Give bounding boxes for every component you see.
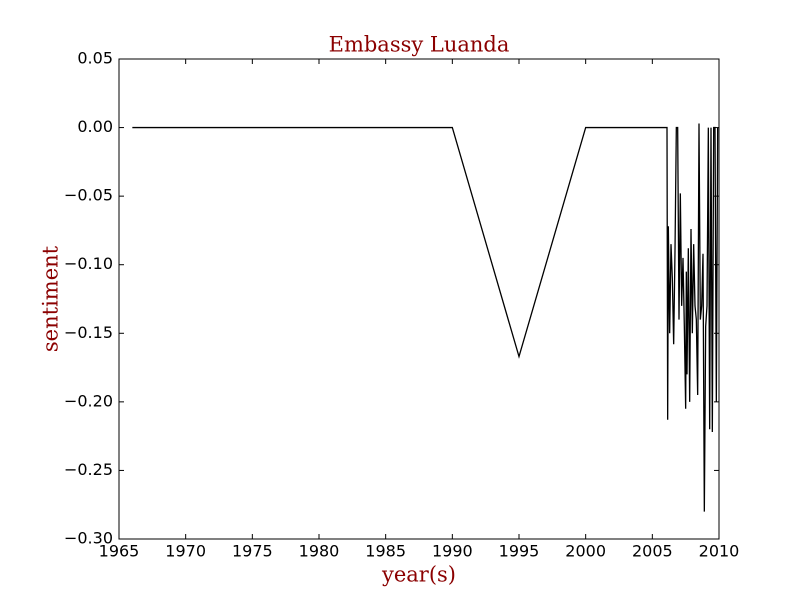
y-tick-label: −0.05 xyxy=(64,186,113,205)
x-axis-label: year(s) xyxy=(381,563,456,587)
x-tick-label: 2000 xyxy=(565,542,606,561)
x-tick-label: 1985 xyxy=(365,542,406,561)
y-tick-label: −0.30 xyxy=(64,529,113,548)
x-tick-label: 1995 xyxy=(499,542,540,561)
x-tick-label: 1980 xyxy=(299,542,340,561)
y-tick-label: 0.00 xyxy=(77,117,113,136)
x-tick-label: 1975 xyxy=(232,542,273,561)
data-line xyxy=(132,123,719,512)
x-tick-label: 2005 xyxy=(632,542,673,561)
y-tick-label: 0.05 xyxy=(77,49,113,68)
y-axis-label: sentiment xyxy=(39,245,63,352)
y-tick-label: −0.25 xyxy=(64,460,113,479)
y-tick-label: −0.10 xyxy=(64,254,113,273)
x-tick-label: 1990 xyxy=(432,542,473,561)
y-tick-label: −0.15 xyxy=(64,323,113,342)
plot-frame xyxy=(118,58,720,540)
y-tick-label: −0.20 xyxy=(64,391,113,410)
x-tick-label: 2010 xyxy=(699,542,740,561)
x-tick-label: 1965 xyxy=(99,542,140,561)
x-tick-label: 1970 xyxy=(165,542,206,561)
chart-title: Embassy Luanda xyxy=(329,33,510,57)
